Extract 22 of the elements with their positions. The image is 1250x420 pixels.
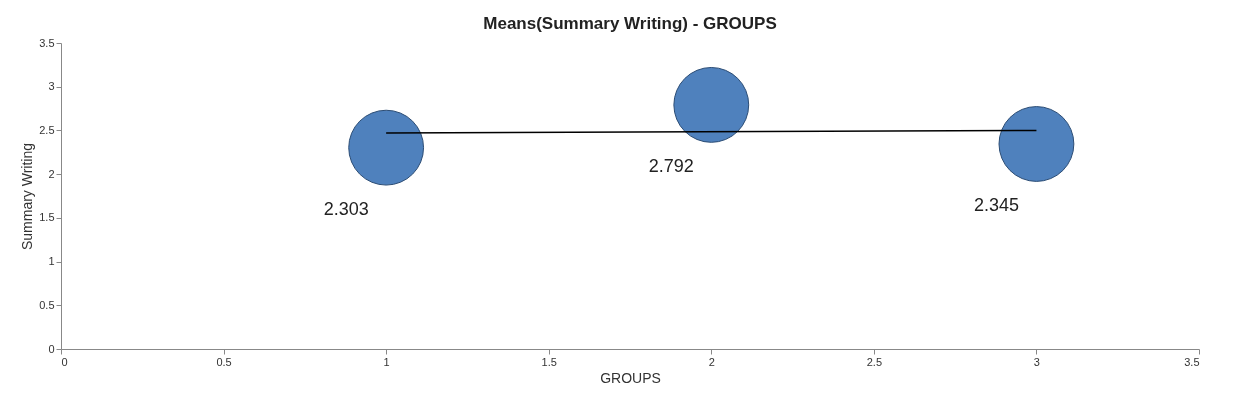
- x-tick-label: 2.5: [866, 355, 883, 368]
- data-label: 2.303: [323, 198, 369, 219]
- y-tick-label: 1: [48, 255, 55, 268]
- x-tick-label: 3: [1033, 355, 1040, 368]
- x-tick-label: 0: [61, 355, 68, 368]
- y-tick-label: 0.5: [39, 298, 55, 311]
- y-tick-label: 3: [48, 80, 55, 93]
- y-tick-label: 2: [48, 167, 55, 180]
- y-tick-label: 3.5: [39, 36, 55, 49]
- x-tick-label: 1.5: [541, 355, 557, 368]
- y-axis-title: Summary Writing: [19, 142, 36, 251]
- y-tick-label: 0: [48, 342, 55, 355]
- x-tick-label: 0.5: [216, 355, 232, 368]
- x-tick-label: 3.5: [1184, 355, 1200, 368]
- y-tick-label: 1.5: [39, 211, 55, 224]
- y-tick-label: 2.5: [39, 123, 55, 136]
- chart-title: Means(Summary Writing) - GROUPS: [483, 14, 777, 33]
- data-label: 2.792: [648, 155, 694, 176]
- x-tick-label: 1: [383, 355, 390, 368]
- data-label: 2.345: [973, 194, 1019, 215]
- x-axis-title: GROUPS: [600, 369, 661, 386]
- x-tick-label: 2: [708, 355, 715, 368]
